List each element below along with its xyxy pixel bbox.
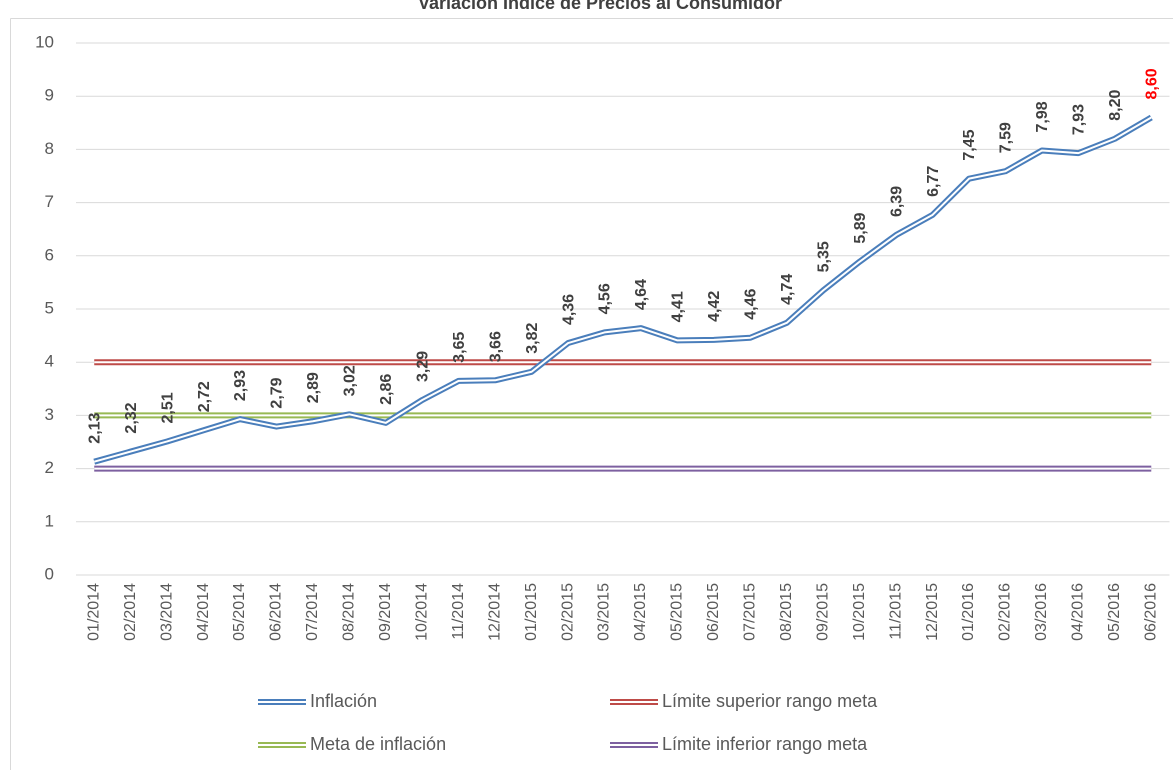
y-tick-label: 10	[35, 32, 54, 51]
y-tick-label: 1	[45, 511, 54, 530]
legend-label: Meta de inflación	[310, 734, 446, 754]
x-tick-label: 03/2015	[596, 583, 613, 641]
data-label: 4,42	[706, 291, 723, 322]
x-tick-label: 05/2014	[231, 583, 248, 641]
x-tick-label: 05/2016	[1106, 583, 1123, 641]
x-tick-label: 04/2014	[195, 583, 212, 641]
data-label: 5,89	[852, 212, 869, 243]
x-tick-label: 01/2016	[960, 583, 977, 641]
data-label: 4,36	[560, 294, 577, 325]
data-label: 3,29	[414, 351, 431, 382]
data-label: 5,35	[815, 241, 832, 272]
x-tick-label: 01/2014	[85, 583, 102, 641]
data-label: 3,02	[342, 365, 359, 396]
x-tick-label: 06/2014	[268, 583, 285, 641]
x-tick-label: 09/2014	[377, 583, 394, 641]
x-tick-label: 12/2015	[924, 583, 941, 641]
x-tick-label: 12/2014	[486, 583, 503, 641]
x-tick-label: 04/2016	[1070, 583, 1087, 641]
data-label: 3,65	[451, 332, 468, 363]
x-tick-label: 08/2015	[778, 583, 795, 641]
data-label: 6,39	[888, 186, 905, 217]
data-label: 4,74	[779, 274, 796, 305]
x-tick-label: 02/2016	[997, 583, 1014, 641]
y-tick-label: 7	[45, 192, 54, 211]
data-label: 8,60	[1143, 68, 1160, 99]
y-tick-label: 6	[45, 245, 54, 264]
x-tick-label: 05/2015	[669, 583, 686, 641]
x-tick-label: 06/2015	[705, 583, 722, 641]
y-tick-label: 2	[45, 458, 54, 477]
data-label: 2,13	[86, 412, 103, 443]
data-label: 8,20	[1107, 90, 1124, 121]
x-tick-label: 11/2014	[450, 583, 467, 640]
data-label: 4,56	[597, 283, 614, 314]
data-label: 2,79	[269, 377, 286, 408]
legend-label: Inflación	[310, 691, 377, 711]
y-tick-label: 9	[45, 86, 54, 105]
x-tick-label: 03/2016	[1033, 583, 1050, 641]
x-tick-label: 10/2015	[851, 583, 868, 641]
data-label: 7,45	[961, 129, 978, 160]
x-tick-label: 02/2015	[559, 583, 576, 641]
series-line	[93, 114, 1153, 465]
y-tick-label: 0	[45, 564, 54, 583]
x-tick-label: 01/2015	[523, 583, 540, 641]
series-line-inner	[93, 116, 1152, 463]
data-label: 2,51	[159, 392, 176, 423]
data-label: 4,64	[633, 279, 650, 310]
y-tick-label: 4	[45, 352, 54, 371]
data-label: 7,59	[998, 122, 1015, 153]
y-tick-label: 8	[45, 139, 54, 158]
data-label: 2,32	[123, 402, 140, 433]
data-label: 2,72	[196, 381, 213, 412]
x-tick-label: 07/2015	[742, 583, 759, 641]
data-label: 6,77	[925, 166, 942, 197]
x-tick-label: 04/2015	[632, 583, 649, 641]
data-label: 4,46	[743, 288, 760, 319]
x-tick-label: 08/2014	[341, 583, 358, 641]
legend-label: Límite inferior rango meta	[662, 734, 868, 754]
x-tick-label: 09/2015	[814, 583, 831, 641]
data-label: 2,93	[232, 370, 249, 401]
data-label: 3,82	[524, 323, 541, 354]
y-tick-label: 5	[45, 298, 54, 317]
chart-title: Variación Índice de Precios al Consumido…	[418, 0, 782, 13]
x-tick-label: 11/2015	[887, 583, 904, 640]
legend-label: Límite superior rango meta	[662, 691, 878, 711]
data-label: 7,98	[1034, 101, 1051, 132]
x-tick-label: 07/2014	[304, 583, 321, 641]
data-label: 3,66	[487, 331, 504, 362]
data-label: 2,86	[378, 374, 395, 405]
x-tick-label: 02/2014	[122, 583, 139, 641]
x-tick-label: 03/2014	[158, 583, 175, 641]
data-label: 7,93	[1071, 104, 1088, 135]
data-label: 2,89	[305, 372, 322, 403]
data-label: 4,41	[670, 291, 687, 322]
x-tick-label: 10/2014	[413, 583, 430, 641]
x-tick-label: 06/2016	[1142, 583, 1159, 641]
y-tick-label: 3	[45, 405, 54, 424]
